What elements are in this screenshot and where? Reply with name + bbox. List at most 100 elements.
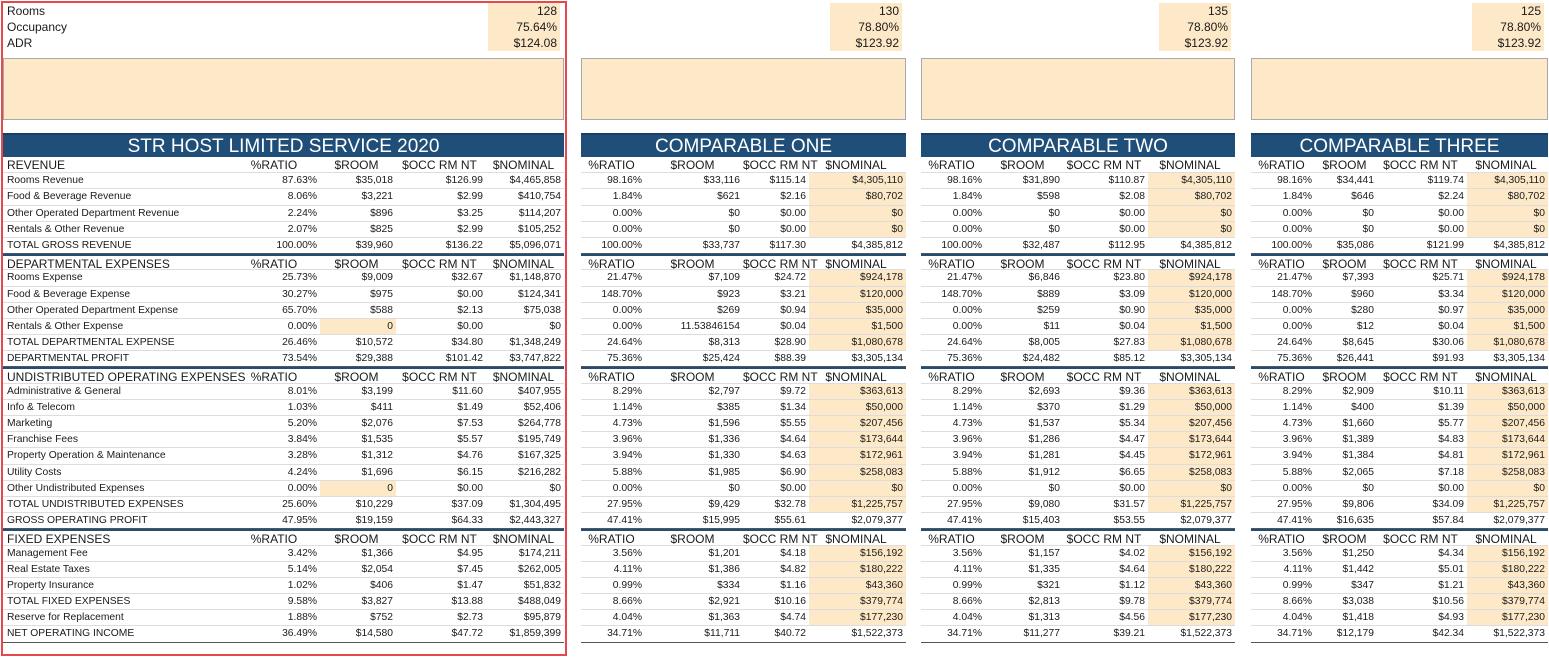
value-cell[interactable]: $4,465,858 — [509, 175, 561, 187]
value-cell[interactable]: $4.95 — [457, 547, 483, 559]
value-cell[interactable]: 0.00% — [952, 482, 982, 494]
value-cell[interactable]: $3,827 — [361, 596, 394, 608]
value-cell[interactable]: $1,596 — [708, 418, 741, 429]
value-cell[interactable]: $1,366 — [361, 547, 394, 559]
value-cell[interactable]: $156,192 — [1467, 545, 1548, 561]
value-cell[interactable]: $0.04 — [1438, 320, 1464, 332]
value-cell[interactable]: $4.82 — [780, 563, 806, 575]
value-cell[interactable]: $115.14 — [769, 175, 806, 187]
value-cell[interactable]: $2,065 — [1342, 466, 1375, 478]
value-cell[interactable]: $1,080,678 — [1467, 335, 1548, 351]
value-cell[interactable]: $1,500 — [1467, 318, 1548, 335]
value-cell[interactable]: $6.15 — [457, 466, 483, 478]
value-cell[interactable]: $1,225,757 — [809, 496, 906, 513]
value-cell[interactable]: 4.04% — [612, 612, 642, 624]
value-cell[interactable]: $2,079,377 — [851, 515, 903, 527]
value-cell[interactable]: 25.60% — [282, 498, 317, 510]
value-cell[interactable]: $0 — [728, 482, 740, 494]
value-cell[interactable]: 1.03% — [287, 401, 317, 413]
value-cell[interactable]: $35,000 — [1148, 302, 1235, 318]
value-cell[interactable]: $6.90 — [780, 466, 806, 478]
value-cell[interactable]: $924,178 — [809, 270, 906, 286]
value-cell[interactable]: 1.84% — [952, 191, 982, 203]
value-cell[interactable]: $180,222 — [809, 561, 906, 577]
value-cell[interactable]: $1.39 — [1438, 401, 1464, 413]
value-cell[interactable]: 5.88% — [612, 466, 642, 478]
value-cell[interactable]: 3.96% — [1282, 434, 1312, 446]
value-cell[interactable]: $2.24 — [1438, 191, 1464, 203]
value-cell[interactable]: 8.66% — [952, 596, 982, 608]
value-cell[interactable]: $3.09 — [1119, 288, 1145, 300]
value-cell[interactable]: $2.08 — [1119, 191, 1145, 203]
value-cell[interactable]: $1,363 — [708, 612, 741, 624]
value-cell[interactable]: 0.00% — [612, 320, 642, 332]
value-cell[interactable]: $80,702 — [809, 189, 906, 205]
value-cell[interactable]: 21.47% — [607, 272, 642, 284]
value-cell[interactable]: $2.99 — [457, 191, 483, 203]
top-value-cell[interactable]: 78.80% — [830, 19, 902, 35]
value-cell[interactable]: $3.25 — [457, 207, 483, 219]
value-cell[interactable]: $0.00 — [780, 482, 806, 494]
value-cell[interactable]: $180,222 — [1148, 561, 1235, 577]
value-cell[interactable]: $2,076 — [361, 418, 394, 429]
value-cell[interactable]: $1.12 — [1119, 579, 1145, 591]
value-cell[interactable]: $3,747,822 — [509, 353, 561, 365]
top-value-cell[interactable]: $123.92 — [1472, 35, 1544, 51]
value-cell[interactable]: $167,325 — [518, 450, 561, 462]
value-cell[interactable]: $0.00 — [780, 223, 806, 235]
value-cell[interactable]: $1,335 — [1028, 563, 1061, 575]
value-cell[interactable]: 34.71% — [947, 628, 982, 640]
value-cell[interactable]: $177,230 — [809, 610, 906, 626]
value-cell[interactable]: 4.11% — [1283, 563, 1312, 575]
value-cell[interactable]: $0.00 — [780, 207, 806, 219]
value-cell[interactable]: $57.84 — [1432, 515, 1465, 527]
value-cell[interactable]: $40.72 — [774, 628, 807, 640]
value-cell[interactable]: 5.88% — [1282, 466, 1312, 478]
value-cell[interactable]: $11,711 — [704, 628, 740, 640]
value-cell[interactable]: 5.20% — [287, 418, 317, 429]
value-cell[interactable]: $1,080,678 — [1148, 335, 1235, 351]
value-cell[interactable]: $9.72 — [780, 385, 806, 397]
value-cell[interactable]: 73.54% — [282, 353, 317, 365]
value-cell[interactable]: 27.95% — [1277, 498, 1312, 510]
value-cell[interactable]: $407,955 — [518, 385, 561, 397]
value-cell[interactable]: $26,441 — [1336, 353, 1374, 365]
notes-input-cell[interactable] — [1251, 58, 1548, 120]
value-cell[interactable]: $2,693 — [1028, 385, 1061, 397]
value-cell[interactable]: 24.64% — [607, 337, 642, 349]
value-cell[interactable]: $1,225,757 — [1148, 496, 1235, 513]
value-cell[interactable]: $1,330 — [708, 450, 741, 462]
notes-input-cell[interactable] — [921, 58, 1235, 120]
value-cell[interactable]: $19,159 — [355, 515, 393, 527]
value-cell[interactable]: $75,038 — [523, 304, 561, 316]
value-cell[interactable]: $1,660 — [1342, 418, 1375, 429]
value-cell[interactable]: $0 — [1467, 205, 1548, 221]
value-cell[interactable]: 3.56% — [952, 547, 982, 559]
value-cell[interactable]: 0.00% — [1282, 482, 1312, 494]
value-cell[interactable]: 4.11% — [613, 563, 642, 575]
value-cell[interactable]: $28.90 — [774, 337, 807, 349]
value-cell[interactable]: $33,116 — [703, 175, 740, 187]
value-cell[interactable]: 47.95% — [282, 515, 317, 527]
top-value-cell[interactable]: 128 — [488, 3, 560, 19]
value-cell[interactable]: 24.64% — [1277, 337, 1312, 349]
value-cell[interactable]: 0.00% — [952, 320, 982, 332]
value-cell[interactable]: 0.00% — [1282, 320, 1312, 332]
value-cell[interactable]: $173,644 — [809, 432, 906, 448]
value-cell[interactable]: 100.00% — [601, 239, 642, 251]
value-cell[interactable]: $207,456 — [1467, 416, 1548, 432]
value-cell[interactable]: $32.78 — [774, 498, 807, 510]
value-cell[interactable]: $0.00 — [1119, 482, 1145, 494]
value-cell[interactable]: 8.01% — [287, 385, 317, 397]
value-cell[interactable]: 0.00% — [612, 482, 642, 494]
value-cell[interactable]: $207,456 — [809, 416, 906, 432]
value-cell[interactable]: $1,418 — [1342, 612, 1375, 624]
value-cell[interactable]: $177,230 — [1148, 610, 1235, 626]
value-cell[interactable]: 1.84% — [612, 191, 642, 203]
value-cell[interactable]: 0.99% — [1282, 579, 1312, 591]
value-cell[interactable]: $9,806 — [1342, 498, 1375, 510]
value-cell[interactable]: $5.01 — [1438, 563, 1464, 575]
value-cell[interactable]: $6,846 — [1028, 272, 1061, 284]
value-cell[interactable]: $37.09 — [451, 498, 484, 510]
value-cell[interactable]: $0.00 — [1119, 223, 1145, 235]
